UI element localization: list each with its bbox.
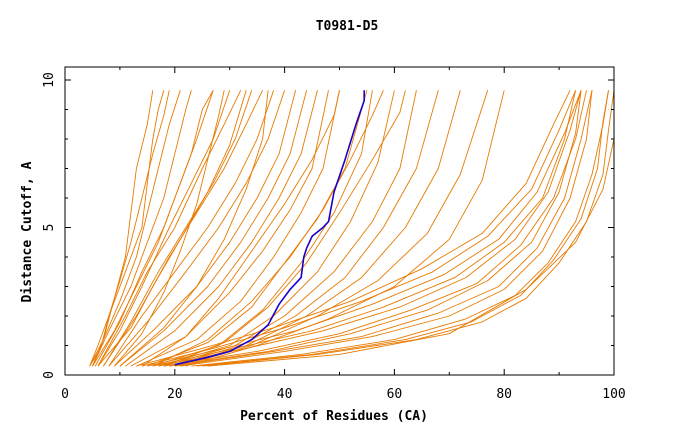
x-tick-label: 40 (277, 387, 293, 402)
series-line (114, 90, 225, 367)
series-line (147, 90, 582, 367)
series-line (97, 90, 247, 367)
highlight-layer (174, 90, 365, 366)
series-line (89, 90, 170, 367)
x-tick-label: 60 (387, 387, 403, 402)
series-line (94, 90, 214, 367)
series-line (103, 90, 264, 367)
y-tick-label: 10 (42, 72, 57, 88)
series-line (163, 90, 406, 367)
series-line (119, 90, 308, 367)
y-tick-label: 5 (42, 224, 57, 232)
x-tick-label: 20 (167, 387, 183, 402)
series-line (158, 90, 582, 367)
series-line (202, 90, 615, 367)
series-line (103, 90, 253, 367)
series-line (108, 90, 275, 367)
x-tick-label: 100 (602, 387, 625, 402)
y-axis-label: Distance Cutoff, A (20, 161, 35, 302)
series-line (196, 90, 609, 367)
series-line (207, 90, 615, 367)
series-line (108, 90, 286, 367)
chart-title: T0981-D5 (316, 19, 379, 34)
series-line (152, 90, 384, 367)
series-line (152, 90, 577, 367)
series-line (89, 90, 165, 367)
series-line (114, 90, 297, 367)
series-line (141, 90, 577, 367)
plot-frame (64, 66, 615, 376)
series-line (125, 90, 318, 367)
x-tick-label: 0 (61, 387, 69, 402)
tick-layer: 0 20 40 60 80 100 0 5 10 (42, 67, 626, 402)
series-line (92, 90, 154, 367)
series-line (180, 90, 593, 367)
highlighted-series-line (174, 90, 365, 366)
series-layer (89, 90, 615, 367)
series-line (92, 90, 192, 367)
series-line (174, 90, 593, 367)
series-line (119, 90, 269, 367)
series-line (152, 90, 373, 367)
y-tick-label: 0 (42, 371, 57, 379)
series-line (141, 90, 340, 367)
series-line (158, 90, 395, 367)
series-line (89, 90, 181, 367)
series-line (191, 90, 609, 367)
x-tick-label: 80 (496, 387, 512, 402)
series-line (97, 90, 242, 367)
series-line (180, 90, 489, 367)
series-line (169, 90, 582, 367)
series-line (136, 90, 340, 367)
x-axis-label: Percent of Residues (CA) (240, 409, 428, 424)
series-line (169, 90, 439, 367)
